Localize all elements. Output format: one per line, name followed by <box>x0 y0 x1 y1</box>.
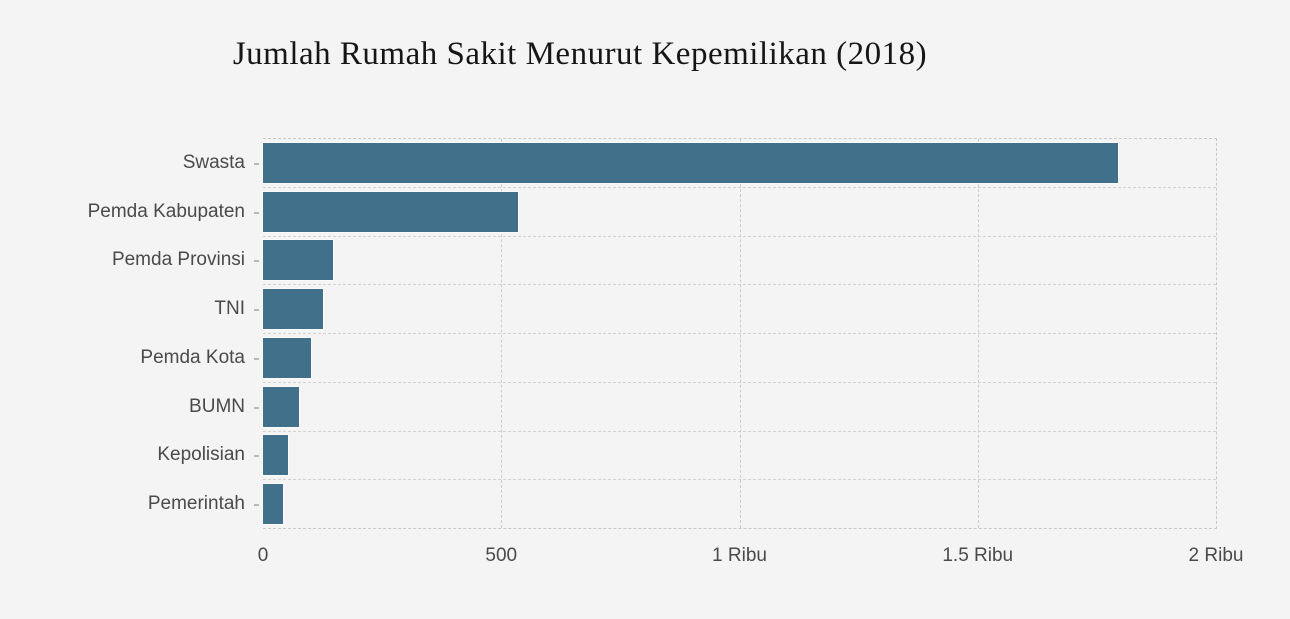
bar-row: Swasta <box>183 139 1216 188</box>
y-axis-tick <box>254 162 259 165</box>
bar-row: Pemerintah <box>148 480 1216 528</box>
bar-pemerintah <box>263 484 283 525</box>
chart-title: Jumlah Rumah Sakit Menurut Kepemilikan (… <box>232 36 928 72</box>
y-axis-tick <box>254 260 259 263</box>
x-axis: 0 500 1 Ribu 1.5 Ribu 2 Ribu <box>258 545 1244 575</box>
bar-swasta <box>263 142 1118 183</box>
bar-pemda-provinsi <box>263 240 334 281</box>
y-axis-tick <box>254 211 259 214</box>
x-tick-label: 1.5 Ribu <box>942 545 1014 566</box>
plot-area: Swasta Pemda Kabupaten Pemda Provinsi TNI Pe… <box>88 138 1217 529</box>
category-label: BUMN <box>189 395 245 417</box>
category-label: Pemda Kota <box>140 346 245 368</box>
bar-row: TNI <box>214 285 1216 334</box>
y-axis-tick <box>254 504 259 507</box>
x-tick-label: 0 <box>257 545 269 566</box>
y-axis-tick <box>254 309 259 312</box>
bar-rows: Swasta Pemda Kabupaten Pemda Provinsi TNI Pe… <box>88 139 1216 528</box>
category-label: Kepolisian <box>157 444 245 466</box>
category-label: Swasta <box>182 151 245 173</box>
bar-row: Pemda Kabupaten <box>88 188 1216 237</box>
bar-row: Kepolisian <box>157 432 1216 481</box>
category-label: Pemerintah <box>147 493 245 515</box>
bar-row: BUMN <box>189 383 1216 432</box>
x-tick-label: 2 Ribu <box>1188 545 1244 566</box>
y-axis-tick <box>254 357 259 360</box>
bar-bumn <box>263 386 300 427</box>
bar-tni <box>263 289 324 330</box>
y-axis-tick <box>254 406 259 409</box>
bar-pemda-kota <box>263 337 312 378</box>
category-label: Pemda Kabupaten <box>87 200 245 222</box>
y-axis-tick <box>254 455 259 458</box>
x-tick-label: 1 Ribu <box>712 545 767 566</box>
bar-row: Pemda Provinsi <box>112 237 1216 286</box>
bar-row: Pemda Kota <box>140 334 1216 383</box>
category-label: TNI <box>214 298 245 320</box>
bar-pemda-kabupaten <box>263 191 519 232</box>
category-label: Pemda Provinsi <box>111 249 245 271</box>
x-tick-label: 500 <box>485 545 518 566</box>
bar-kepolisian <box>263 435 289 476</box>
